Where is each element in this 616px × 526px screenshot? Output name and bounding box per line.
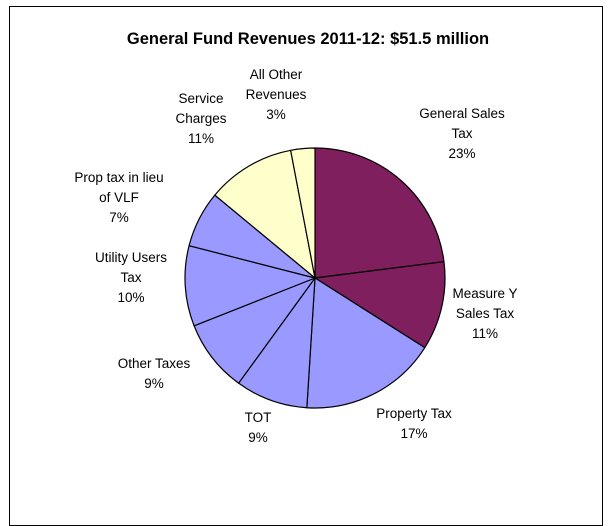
slice-label-1-line-2: Tax [451,126,472,141]
slice-label-2-line-3: 11% [472,326,498,341]
slice-label-6-line-3: 10% [117,290,144,305]
slice-label-5: Other Taxes 9% [118,356,191,391]
slice-label-8-line-3: 11% [188,131,214,146]
slice-label-8-line-1: Service [178,91,223,106]
slice-label-9: All Other Revenues 3% [246,67,307,122]
slice-label-2: Measure Y Sales Tax 11% [452,286,517,341]
slice-label-6-line-2: Tax [120,270,141,285]
slice-label-5-line-2: 9% [144,376,164,391]
slice-label-4: TOT 9% [245,410,272,445]
slice-label-6: Utility Users Tax 10% [95,250,167,305]
pie-slice-2 [314,261,446,349]
slice-label-8-line-2: Charges [175,111,226,126]
slice-label-4-line-1: TOT [245,410,272,425]
slice-label-1: General Sales Tax 23% [419,106,505,161]
slice-label-9-line-2: Revenues [246,87,307,102]
slice-label-7-line-1: Prop tax in lieu [74,170,163,185]
pie-slice-1 [314,147,445,279]
pie-slice-9 [290,147,316,279]
slice-label-6-line-1: Utility Users [95,250,167,265]
slice-label-3-line-1: Property Tax [376,406,452,421]
slice-label-2-line-2: Sales Tax [456,306,515,321]
pie-chart: General Sales Tax 23% Measure Y Sales Tax 11%… [74,67,517,445]
slice-label-1-line-3: 23% [448,146,475,161]
slice-label-1-line-1: General Sales [419,106,505,121]
slice-label-3-line-2: 17% [400,426,427,441]
slice-label-9-line-1: All Other [250,67,303,82]
slice-label-4-line-2: 9% [248,430,268,445]
pie-slice-3 [306,277,426,409]
pie-slice-6 [184,245,316,327]
pie-slice-8 [214,149,316,279]
slice-label-7-line-3: 7% [109,210,129,225]
slice-label-3: Property Tax 17% [376,406,452,441]
chart-title: General Fund Revenues 2011-12: $51.5 mil… [126,30,490,48]
slice-label-2-line-1: Measure Y [452,286,517,301]
slice-label-9-line-3: 3% [266,107,286,122]
slice-label-7-line-2: of VLF [99,190,139,205]
slice-label-5-line-1: Other Taxes [118,356,191,371]
slice-label-7: Prop tax in lieu of VLF 7% [74,170,163,225]
slice-label-8: Service Charges 11% [175,91,226,146]
